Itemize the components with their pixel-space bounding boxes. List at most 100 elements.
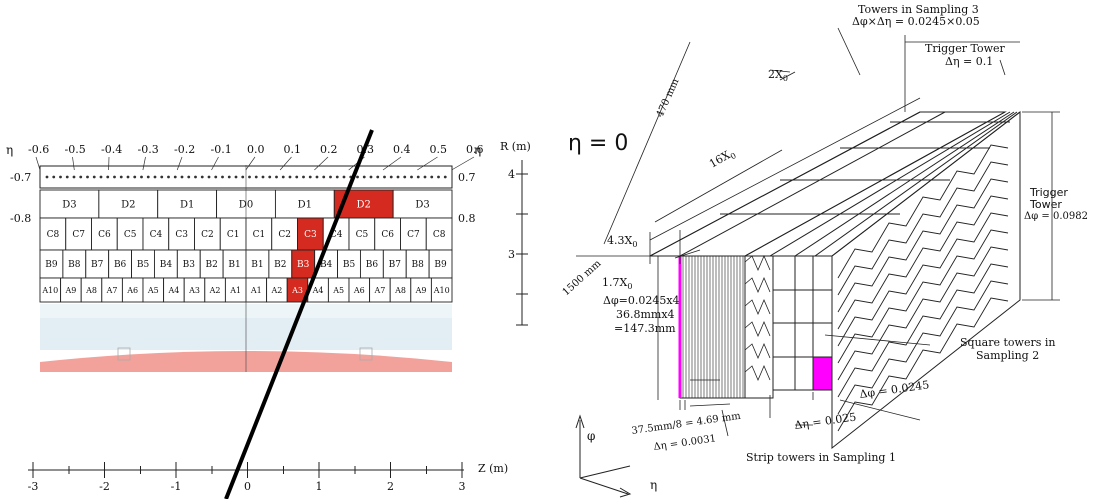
cell-label: C2 <box>278 230 291 240</box>
girder-dot <box>444 176 447 179</box>
girder-dot <box>255 176 258 179</box>
eta-tick-label: 0.0 <box>247 143 265 156</box>
label-strip-size-2: Δη = 0.0031 <box>653 433 717 453</box>
girder-dot <box>181 176 184 179</box>
eta-tick-label: 0.1 <box>284 143 302 156</box>
r-axis-label: R (m) <box>500 140 531 153</box>
r-tick-4: 4 <box>508 168 515 181</box>
girder-dot <box>397 176 400 179</box>
girder-dot <box>241 176 244 179</box>
cell-label: A9 <box>64 286 76 295</box>
girder-dot <box>187 176 190 179</box>
eta-tick-label: -0.3 <box>138 143 159 156</box>
strip-section <box>680 256 745 398</box>
square-tower-highlight <box>813 357 832 390</box>
cell-label: C3 <box>175 230 188 240</box>
z-axis-label: Z (m) <box>478 462 508 475</box>
cell-label: B6 <box>114 260 127 270</box>
girder-dot <box>403 176 406 179</box>
cell-label: A1 <box>250 286 262 295</box>
girder-dot <box>147 176 150 179</box>
cell-label: A6 <box>126 286 138 295</box>
girder-dot <box>329 176 332 179</box>
cell-label: A3 <box>188 286 200 295</box>
girder-dot <box>322 176 325 179</box>
lar-em-module: η = 0 <box>561 3 1088 497</box>
girder-dot <box>390 176 393 179</box>
label-trigger-side-3: Δφ = 0.0982 <box>1024 211 1088 222</box>
girder-dot <box>268 176 271 179</box>
girder-dot <box>275 176 278 179</box>
label-2x0: 2X0 <box>768 68 788 83</box>
girder-dot <box>302 176 305 179</box>
eta-tick-label: -0.2 <box>174 143 195 156</box>
girder-dot <box>214 176 217 179</box>
eta-leader-lines <box>36 157 474 170</box>
girder-dot <box>106 176 109 179</box>
cell-label: B1 <box>251 260 263 270</box>
cell-label: A1 <box>229 286 241 295</box>
cell-label: C6 <box>98 230 111 240</box>
girder-dot <box>221 176 224 179</box>
girder-dot <box>437 176 440 179</box>
girder-dot <box>343 176 346 179</box>
girder-dot <box>46 176 49 179</box>
girder-dot <box>262 176 265 179</box>
label-strip-2: Δφ=0.0245x4 <box>603 294 680 307</box>
girder-dot <box>228 176 231 179</box>
z-tick-label: 3 <box>459 480 466 493</box>
cell-label: A5 <box>332 286 344 295</box>
eta-side-right-08: 0.8 <box>458 212 476 225</box>
girder-dot <box>194 176 197 179</box>
z-tick-label: -1 <box>171 480 182 493</box>
girder-dot <box>127 176 130 179</box>
eta-tick-label: 0.5 <box>430 143 448 156</box>
axis-eta-label: η <box>650 478 657 492</box>
label-trigger-top-2: Δη = 0.1 <box>945 55 993 68</box>
cell-label: C8 <box>433 230 446 240</box>
label-16x0: 16X0 <box>707 146 738 172</box>
cell-label: A10 <box>433 286 450 295</box>
girder-dot <box>73 176 76 179</box>
r-tick-3: 3 <box>508 248 515 261</box>
cell-label: C7 <box>407 230 420 240</box>
cell-label: C7 <box>72 230 85 240</box>
cell-label: B5 <box>137 260 150 270</box>
cell-label: B7 <box>389 260 402 270</box>
girder-dot <box>376 176 379 179</box>
cell-label: B9 <box>45 260 58 270</box>
eta-side-right-07: 0.7 <box>458 171 476 184</box>
label-strip-s1: Strip towers in Sampling 1 <box>746 451 896 464</box>
label-1500mm: 1500 mm <box>561 258 604 298</box>
girder-dot <box>410 176 413 179</box>
cell-label: A4 <box>312 286 324 295</box>
girder-dot <box>430 176 433 179</box>
eta-tick-label: 0.4 <box>393 143 411 156</box>
cell-label: B6 <box>366 260 379 270</box>
eta-tick-label: -0.5 <box>65 143 86 156</box>
girder-dot <box>86 176 89 179</box>
girder-dot <box>120 176 123 179</box>
girder-dot <box>79 176 82 179</box>
girder-dot <box>133 176 136 179</box>
girder-dot <box>282 176 285 179</box>
cell-label: B9 <box>434 260 447 270</box>
label-trigger-top-1: Trigger Tower <box>925 42 1005 55</box>
girder-dot <box>201 176 204 179</box>
eta-tick-label: -0.6 <box>28 143 49 156</box>
girder-dot <box>52 176 55 179</box>
tilecal-cross-section: -0.6-0.5-0.4-0.3-0.2-0.10.00.10.20.30.40… <box>6 130 531 499</box>
girder-dot <box>154 176 157 179</box>
cell-label: B5 <box>343 260 356 270</box>
cell-label: A9 <box>415 286 427 295</box>
girder-dot <box>208 176 211 179</box>
cell-label: C5 <box>124 230 137 240</box>
cell-label: A5 <box>147 286 159 295</box>
eta-tick-label: 0.2 <box>320 143 338 156</box>
girder-dot <box>140 176 143 179</box>
cell-label: D3 <box>415 200 429 211</box>
z-tick-label: -2 <box>99 480 110 493</box>
r-axis: R (m) 4 3 <box>500 140 531 325</box>
